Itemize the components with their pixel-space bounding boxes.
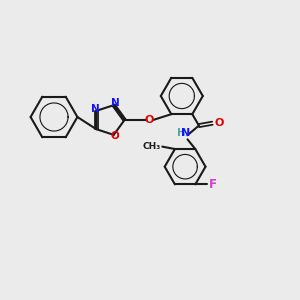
Text: F: F	[208, 178, 217, 191]
Text: CH₃: CH₃	[142, 142, 161, 151]
Text: H: H	[176, 128, 185, 138]
Text: N: N	[110, 98, 119, 108]
Text: N: N	[181, 128, 190, 138]
Text: O: O	[215, 118, 224, 128]
Text: O: O	[145, 115, 154, 125]
Text: O: O	[110, 131, 119, 141]
Text: N: N	[91, 104, 100, 114]
